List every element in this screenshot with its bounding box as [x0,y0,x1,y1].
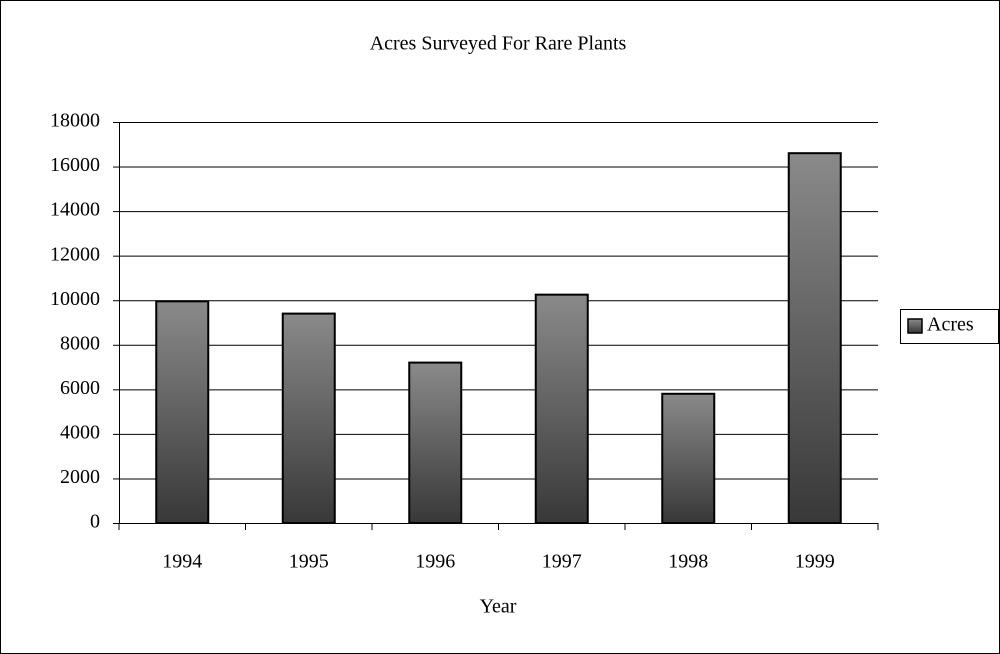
x-tick-label: 1998 [668,551,708,573]
y-tick-label: 8000 [60,332,100,354]
bar [661,392,716,524]
y-tick-label: 16000 [50,154,100,176]
chart-title: Acres Surveyed For Rare Plants [370,33,627,55]
y-tick-label: 0 [90,511,100,533]
y-tick-label: 18000 [50,110,100,132]
bar [281,312,336,525]
y-tick-label: 10000 [50,288,100,310]
bar [534,293,589,524]
x-tick-label: 1997 [542,551,582,573]
y-tick-label: 2000 [60,466,100,488]
y-tick-label: 12000 [50,243,100,265]
x-tick-label: 1995 [289,551,329,573]
y-tick-label: 6000 [60,377,100,399]
legend-swatch [907,318,923,334]
legend-label: Acres [927,314,974,336]
y-tick-label: 4000 [60,421,100,443]
y-tick-label: 14000 [50,199,100,221]
bar [787,152,842,524]
bar [155,300,210,525]
x-tick-label: 1994 [162,551,202,573]
x-axis-label: Year [480,596,517,618]
x-tick-label: 1996 [415,551,455,573]
bar [408,361,463,524]
x-tick-label: 1999 [795,551,835,573]
